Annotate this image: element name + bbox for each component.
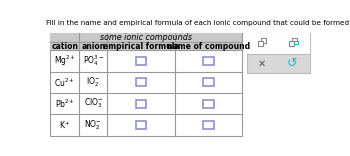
Bar <box>50 33 242 136</box>
Bar <box>292 38 297 43</box>
Text: Mg$^{2+}$: Mg$^{2+}$ <box>54 54 76 68</box>
Text: Pb$^{2+}$: Pb$^{2+}$ <box>55 98 75 110</box>
Bar <box>247 33 310 54</box>
Bar <box>203 100 214 107</box>
Text: NO$_2^{-}$: NO$_2^{-}$ <box>84 118 102 132</box>
Bar <box>203 78 214 86</box>
Text: cation: cation <box>51 41 78 51</box>
Bar <box>261 38 266 43</box>
Bar <box>258 41 264 46</box>
Text: Cu$^{2+}$: Cu$^{2+}$ <box>54 76 75 89</box>
Text: Fill in the name and empirical formula of each ionic compound that could be form: Fill in the name and empirical formula o… <box>46 20 350 26</box>
Bar <box>135 100 146 107</box>
Text: ↺: ↺ <box>287 57 297 70</box>
Bar <box>135 57 146 65</box>
Text: empirical formula: empirical formula <box>103 41 179 51</box>
Bar <box>289 41 294 46</box>
Text: IO$_2^{-}$: IO$_2^{-}$ <box>86 76 100 89</box>
Text: ClO$_3^{-}$: ClO$_3^{-}$ <box>84 97 103 110</box>
Bar <box>203 57 214 65</box>
Text: name of compound: name of compound <box>167 41 250 51</box>
Bar <box>294 41 297 44</box>
Text: anion: anion <box>81 41 105 51</box>
Text: PO$_4^{3-}$: PO$_4^{3-}$ <box>83 54 104 68</box>
Bar <box>50 42 242 50</box>
Text: ✕: ✕ <box>258 58 266 68</box>
Bar <box>247 33 310 73</box>
Bar <box>203 121 214 129</box>
Text: some ionic compounds: some ionic compounds <box>100 33 192 42</box>
Text: K$^{+}$: K$^{+}$ <box>59 119 70 131</box>
Bar <box>50 33 242 42</box>
Bar <box>135 121 146 129</box>
Bar <box>135 78 146 86</box>
